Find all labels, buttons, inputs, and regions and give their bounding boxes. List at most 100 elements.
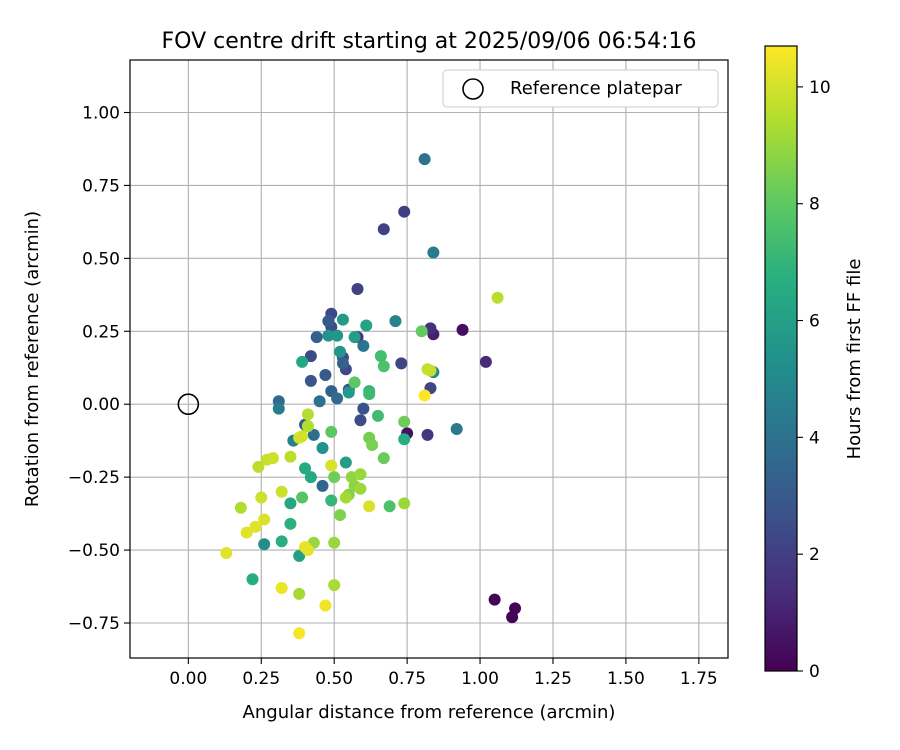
data-point [351, 282, 364, 295]
data-point [357, 339, 370, 352]
data-point [328, 536, 341, 549]
data-point [293, 587, 306, 600]
data-point [322, 329, 335, 342]
grid-lines [130, 60, 728, 658]
data-point [258, 513, 271, 526]
x-axis-label: Angular distance from reference (arcmin) [243, 702, 616, 723]
data-point [354, 414, 367, 427]
legend-label: Reference platepar [510, 78, 682, 99]
data-point [342, 386, 355, 399]
data-point [258, 538, 271, 551]
data-point [348, 376, 361, 389]
colorbar-tick-label: 6 [809, 312, 820, 332]
data-point [307, 428, 320, 441]
data-point [377, 452, 390, 465]
data-point [325, 494, 338, 507]
data-point [366, 439, 379, 452]
data-point [316, 441, 329, 454]
data-point [301, 420, 314, 433]
data-point [398, 433, 411, 446]
legend-open-circle-icon [462, 78, 484, 100]
data-point [272, 402, 285, 415]
data-point [491, 291, 504, 304]
data-point [336, 313, 349, 326]
data-point [234, 501, 247, 514]
y-tick-label: −0.25 [68, 468, 120, 488]
data-point [336, 357, 349, 370]
colorbar-tick-label: 0 [809, 662, 820, 682]
colorbar-ticks: 0 2 4 6 8 10 [797, 78, 831, 682]
data-point [398, 415, 411, 428]
y-tick-label: 0.75 [82, 176, 120, 196]
data-point [450, 423, 463, 436]
data-point [322, 315, 335, 328]
data-point [299, 462, 312, 475]
y-tick-label: 0.25 [82, 322, 120, 342]
data-point [334, 509, 347, 522]
data-point [383, 500, 396, 513]
colorbar-tick-label: 4 [809, 428, 820, 448]
data-point [310, 331, 323, 344]
data-point [313, 395, 326, 408]
data-point [354, 468, 367, 481]
data-point [246, 573, 259, 586]
data-point [398, 497, 411, 510]
x-tick-label: 0.75 [388, 669, 426, 689]
data-point [304, 374, 317, 387]
x-tick-label: 0.25 [242, 669, 280, 689]
data-point [348, 331, 361, 344]
data-point [371, 409, 384, 422]
data-point [328, 471, 341, 484]
colorbar-tick-label: 2 [809, 545, 820, 565]
data-point [249, 520, 262, 533]
plot-frame [129, 59, 729, 659]
data-point [334, 345, 347, 358]
data-point [252, 460, 265, 473]
x-tick-label: 1.00 [461, 669, 499, 689]
data-point [301, 408, 314, 421]
data-point [316, 479, 329, 492]
data-point [389, 315, 402, 328]
y-tick-label: −0.75 [68, 614, 120, 634]
data-point [293, 431, 306, 444]
colorbar-tick-label: 8 [809, 195, 820, 215]
data-point [424, 364, 437, 377]
data-point [331, 392, 344, 405]
y-axis-ticks: −0.75 −0.50 −0.25 0.00 0.25 0.50 0.75 1.00 [68, 104, 130, 634]
data-points [220, 153, 522, 640]
data-point [415, 325, 428, 338]
x-tick-label: 0.00 [169, 669, 207, 689]
reference-platepar-marker [177, 393, 200, 416]
y-axis-label: Rotation from reference (arcmin) [22, 211, 43, 507]
data-point [284, 497, 297, 510]
data-point [293, 549, 306, 562]
data-point [509, 602, 522, 615]
x-axis-ticks: 0.00 0.25 0.50 0.75 1.00 1.25 1.50 1.75 [169, 658, 718, 689]
data-point [456, 323, 469, 336]
colorbar-gradient [764, 45, 798, 672]
x-tick-label: 1.75 [680, 669, 718, 689]
data-point [284, 450, 297, 463]
colorbar-label: Hours from first FF file [844, 259, 865, 460]
data-point [360, 319, 373, 332]
data-point [363, 388, 376, 401]
data-point [418, 153, 431, 166]
data-point [363, 500, 376, 513]
data-point [275, 581, 288, 594]
data-point [377, 360, 390, 373]
x-tick-label: 1.50 [607, 669, 645, 689]
data-point [220, 546, 233, 559]
data-point [331, 329, 344, 342]
data-point [427, 246, 440, 259]
y-tick-label: 0.00 [82, 395, 120, 415]
data-point [304, 350, 317, 363]
data-point [304, 471, 317, 484]
data-point [339, 491, 352, 504]
data-point [418, 389, 431, 402]
data-point [398, 205, 411, 218]
data-point [275, 535, 288, 548]
data-point [328, 579, 341, 592]
y-tick-label: 0.50 [82, 249, 120, 269]
data-point [296, 355, 309, 368]
